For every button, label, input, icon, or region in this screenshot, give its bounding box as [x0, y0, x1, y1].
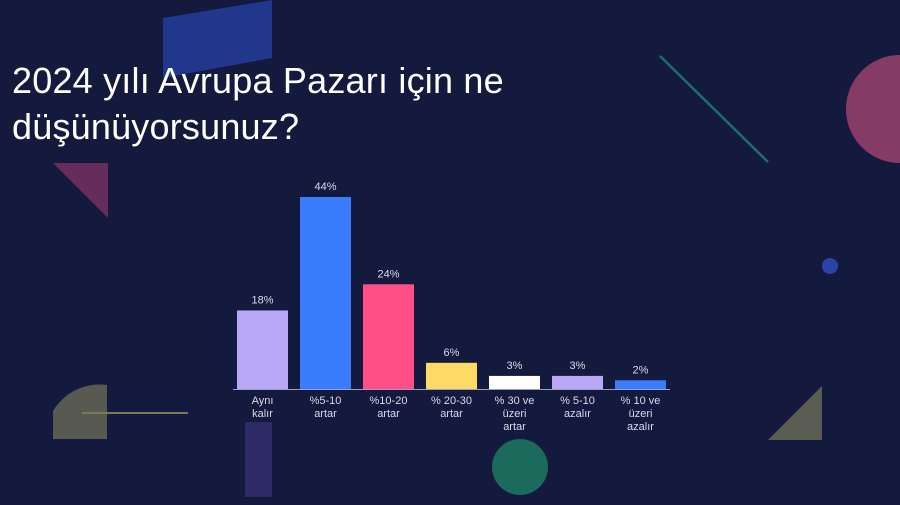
title-line-1: 2024 yılı Avrupa Pazarı için ne [12, 60, 504, 101]
category-label-line: artar [440, 408, 463, 420]
category-label-line: Aynı [252, 395, 274, 407]
small-blue-dot [822, 258, 838, 274]
category-label-line: azalır [564, 408, 591, 420]
category-label-line: % 30 ve [495, 395, 535, 407]
category-label-line: artar [377, 408, 400, 420]
bar-5 [552, 375, 603, 389]
category-label-line: kalır [252, 408, 273, 420]
blue-parallelogram-shape [163, 0, 272, 78]
purple-vertical-bar-shape [245, 422, 272, 497]
teal-diagonal-line [659, 55, 769, 163]
title-line-2: düşünüyorsunuz? [12, 106, 300, 147]
page-title: 2024 yılı Avrupa Pazarı için ne düşünüyo… [12, 58, 652, 150]
value-label-0: 18% [251, 294, 273, 306]
grey-triangle-shape [768, 386, 822, 440]
category-label-2: %10-20 artar [370, 395, 408, 420]
bar-1 [300, 197, 351, 389]
bar-2 [363, 284, 414, 389]
bar-3 [426, 362, 477, 389]
value-label-5: 3% [570, 360, 586, 372]
category-label-line: üzeri [503, 408, 527, 420]
category-label-line: artar [503, 421, 526, 433]
category-label-line: azalır [627, 421, 654, 433]
category-label-line: % 5-10 [560, 395, 595, 407]
category-label-5: % 5-10 azalır [560, 395, 595, 420]
bar-0 [237, 310, 288, 389]
magenta-circle-shape [845, 54, 900, 163]
category-label-6: % 10 ve üzeri azalır [621, 395, 661, 433]
chart-bars [237, 197, 666, 389]
bar-4 [489, 375, 540, 389]
category-label-line: artar [314, 408, 337, 420]
category-label-line: %10-20 [370, 395, 408, 407]
value-label-6: 2% [633, 364, 649, 376]
teal-circle-shape [492, 439, 548, 495]
value-label-3: 6% [444, 347, 460, 359]
category-label-0: Aynı kalır [252, 395, 274, 420]
magenta-triangle-shape [53, 163, 108, 218]
category-label-line: % 10 ve [621, 395, 661, 407]
category-label-1: %5-10 artar [310, 395, 342, 420]
category-label-3: % 20-30 artar [431, 395, 472, 420]
category-label-4: % 30 ve üzeri artar [495, 395, 535, 433]
chart-category-labels: Aynı kalır%5-10 artar%10-20 artar% 20-30 art… [252, 395, 661, 433]
chart-value-labels: 18% 44% 24% 6% 3% 3% 2% [251, 181, 648, 376]
bar-6 [615, 380, 666, 389]
category-label-line: üzeri [629, 408, 653, 420]
category-label-line: % 20-30 [431, 395, 472, 407]
grey-quarter-circle-shape [53, 384, 107, 439]
value-label-2: 24% [377, 268, 399, 280]
value-label-1: 44% [314, 181, 336, 193]
value-label-4: 3% [507, 360, 523, 372]
category-label-line: %5-10 [310, 395, 342, 407]
